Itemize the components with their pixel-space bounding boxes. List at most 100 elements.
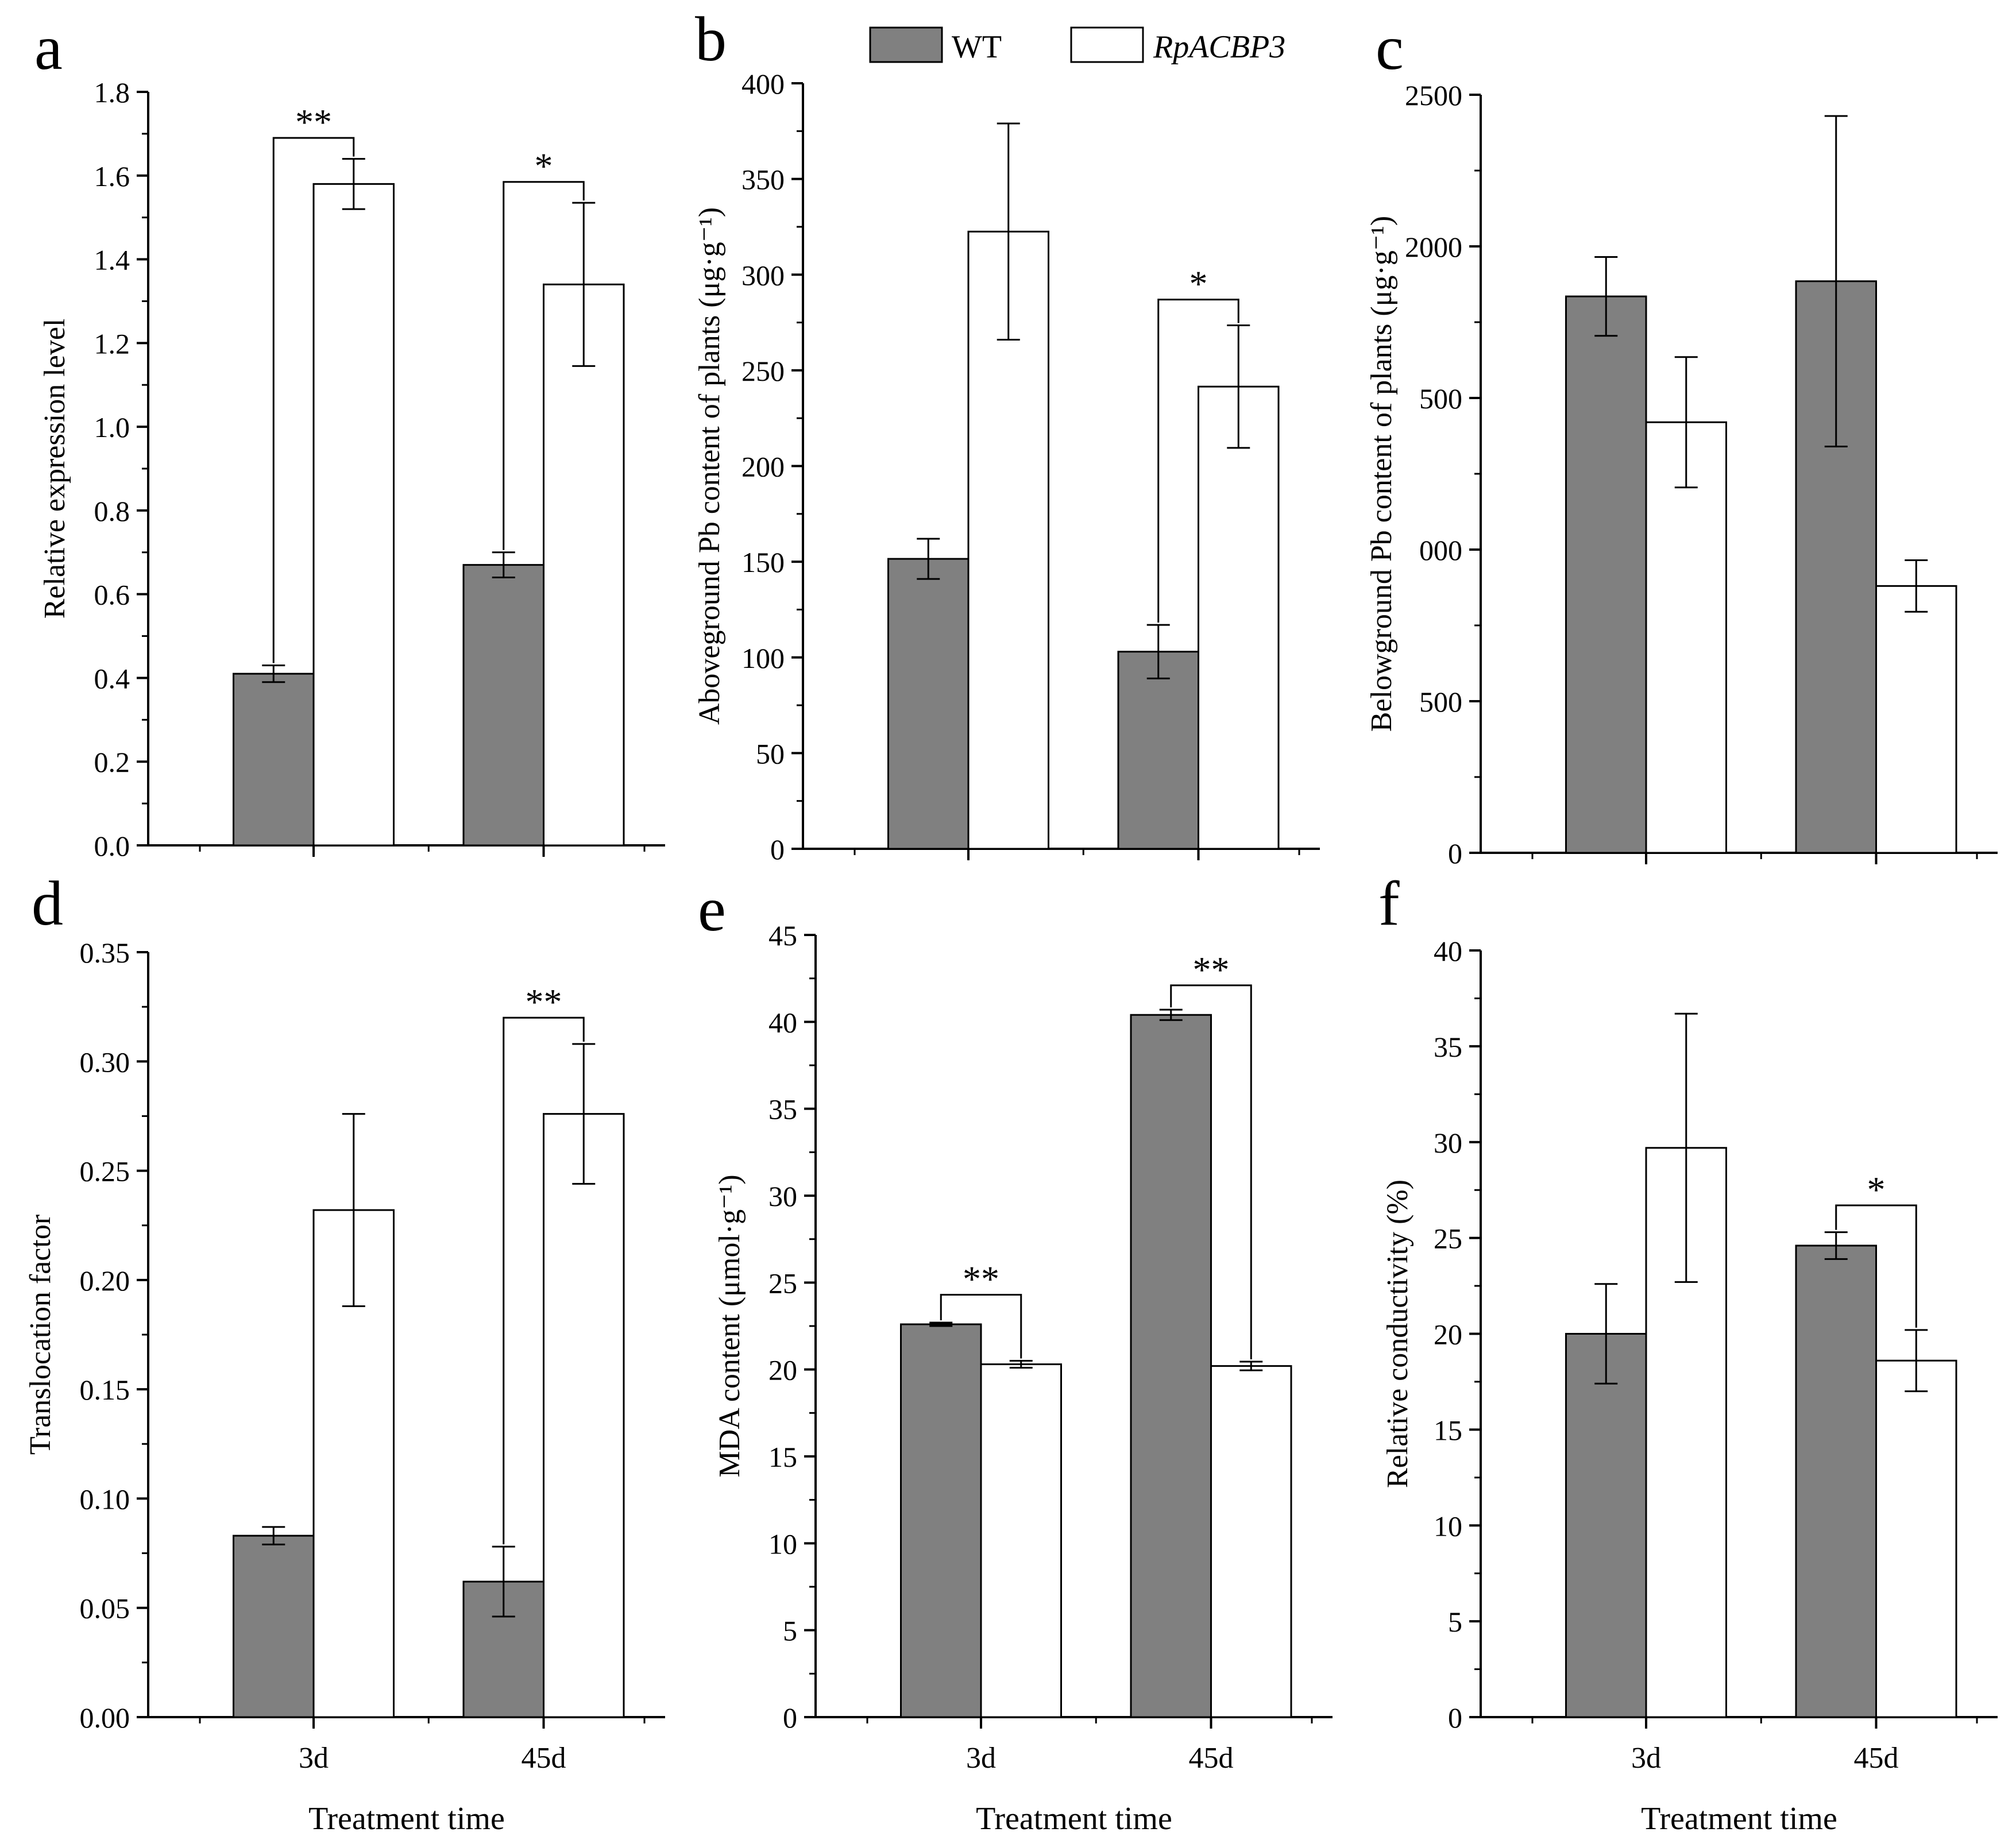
y-tick-label: 2500: [1405, 79, 1462, 111]
legend-label-wt: WT: [952, 29, 1002, 65]
bar-wt-45d: [1117, 651, 1199, 850]
y-tick-label: 5: [783, 1615, 797, 1647]
y-tick-label: 400: [741, 68, 785, 100]
y-tick-label: 25: [1434, 1223, 1462, 1255]
significance-bracket: [1835, 1204, 1917, 1328]
y-tick-label: 0.8: [94, 495, 130, 527]
bar-rpacbp3-45d: [1875, 1359, 1957, 1718]
y-axis-title: Aboveground Pb content of plants (μg·g⁻¹…: [693, 207, 726, 725]
y-tick-label: 20: [768, 1354, 797, 1386]
y-tick-label: 350: [741, 164, 785, 196]
bar-wt-3d: [233, 672, 315, 847]
x-category-label: 3d: [1631, 1742, 1661, 1775]
y-tick-label: 35: [768, 1093, 797, 1126]
significance-bracket: [503, 1016, 585, 1545]
x-category-label: 3d: [966, 1742, 996, 1775]
y-tick-label: 15: [768, 1441, 797, 1473]
y-tick-label: 1.8: [94, 76, 130, 109]
bar-rpacbp3-45d: [1875, 585, 1957, 854]
legend-swatch-wt: [869, 26, 943, 63]
y-tick-label: 45: [768, 919, 797, 952]
bar-rpacbp3-45d: [543, 283, 625, 847]
y-tick-label: 0.35: [80, 937, 130, 969]
y-tick-label: 20: [1434, 1319, 1462, 1351]
y-tick-label: 250: [741, 355, 785, 387]
y-tick-label: 0.00: [80, 1702, 130, 1734]
panel-label-d: d: [32, 868, 63, 938]
y-tick-label: 30: [768, 1180, 797, 1212]
x-category-label: 45d: [1854, 1742, 1899, 1775]
y-tick-label: 500: [1419, 686, 1462, 718]
bar-wt-3d: [233, 1534, 315, 1718]
bar-rpacbp3-3d: [980, 1363, 1062, 1718]
significance-bracket: [1157, 299, 1239, 623]
y-tick-label: 0.05: [80, 1593, 130, 1625]
significance-label: **: [1193, 949, 1230, 990]
bar-rpacbp3-45d: [1210, 1365, 1292, 1718]
y-tick-label: 0.30: [80, 1046, 130, 1078]
y-tick-label: 150: [741, 546, 785, 578]
significance-bracket: [1170, 984, 1252, 1360]
y-tick-label: 0.6: [94, 579, 130, 611]
bar-wt-45d: [462, 564, 544, 847]
y-tick-label: 2000: [1405, 231, 1462, 263]
significance-bracket: [272, 137, 355, 663]
bar-rpacbp3-45d: [1198, 385, 1280, 850]
significance-label: **: [526, 981, 562, 1022]
y-tick-label: 15: [1434, 1414, 1462, 1446]
y-tick-label: 40: [768, 1006, 797, 1038]
y-tick-label: 0: [1448, 1702, 1462, 1734]
y-tick-label: 10: [1434, 1510, 1462, 1542]
y-tick-label: 5: [1448, 1606, 1462, 1638]
y-tick-label: 100: [741, 642, 785, 674]
panel-f: 0 5 10 15 20 25 30 35 40 * 3d 45d Treatment time Rela…: [1378, 868, 1998, 1836]
panel-b: 0 50 100 150 200 250 300 350 400 * Aboveground Pb …: [693, 4, 1320, 865]
y-tick-label: 0.20: [80, 1265, 130, 1297]
x-axis-title: Treatment time: [1641, 1801, 1837, 1836]
x-axis-title: Treatment time: [308, 1801, 505, 1836]
y-tick-label: 0.15: [80, 1374, 130, 1406]
bar-wt-45d: [1795, 1244, 1877, 1718]
y-tick-label: 300: [741, 259, 785, 291]
bar-wt-3d: [1565, 1333, 1647, 1718]
y-tick-label: 0.0: [94, 830, 130, 862]
y-tick-label: 10: [768, 1528, 797, 1560]
y-tick-label: 500: [1419, 382, 1462, 415]
y-tick-label: 1.4: [94, 244, 130, 276]
bar-wt-45d: [1130, 1014, 1212, 1718]
legend-label-rpacbp3: RpACBP3: [1153, 29, 1285, 65]
y-tick-label: 25: [768, 1267, 797, 1299]
y-axis-title: Belowground Pb content of plants (μg·g⁻¹…: [1365, 216, 1398, 732]
significance-label: *: [1867, 1169, 1886, 1210]
panel-label-e: e: [698, 874, 726, 944]
bar-wt-3d: [1565, 295, 1647, 854]
panel-c: 0 500 000 500 2000 2500 Belowground Pb content…: [1365, 13, 1998, 869]
y-tick-label: 1.6: [94, 160, 130, 192]
panel-label-f: f: [1378, 868, 1400, 938]
x-category-label: 45d: [522, 1742, 566, 1775]
y-axis-title: MDA content (μmol·g⁻¹): [713, 1174, 746, 1477]
significance-label: **: [295, 102, 332, 142]
significance-label: *: [535, 146, 553, 187]
x-axis-title: Treatment time: [976, 1801, 1172, 1836]
panel-label-a: a: [34, 13, 63, 83]
panel-e: 0 5 10 15 20 25 30 35 40 45 ** ** 3d 45d Treatment tim…: [698, 874, 1333, 1836]
y-axis-title: Relative expression level: [38, 319, 71, 619]
y-tick-label: 000: [1419, 534, 1462, 566]
panel-label-b: b: [695, 4, 727, 74]
y-tick-label: 200: [741, 451, 785, 483]
legend: WT RpACBP3: [869, 26, 1285, 65]
significance-bracket: [940, 1294, 1022, 1359]
y-tick-label: 0.25: [80, 1155, 130, 1188]
significance-bracket: [503, 181, 585, 550]
y-tick-label: 0.10: [80, 1483, 130, 1515]
y-axis-title: Relative conductivity (%): [1381, 1180, 1414, 1488]
bar-rpacbp3-3d: [312, 183, 395, 847]
chart-panels: 0.00.20.40.60.81.01.21.41.61.8***Relativ…: [24, 4, 1998, 1836]
y-tick-label: 0.2: [94, 746, 130, 778]
y-tick-label: 35: [1434, 1031, 1462, 1063]
y-tick-label: 30: [1434, 1127, 1462, 1159]
significance-label: *: [1189, 264, 1208, 304]
bar-rpacbp3-45d: [543, 1113, 625, 1718]
